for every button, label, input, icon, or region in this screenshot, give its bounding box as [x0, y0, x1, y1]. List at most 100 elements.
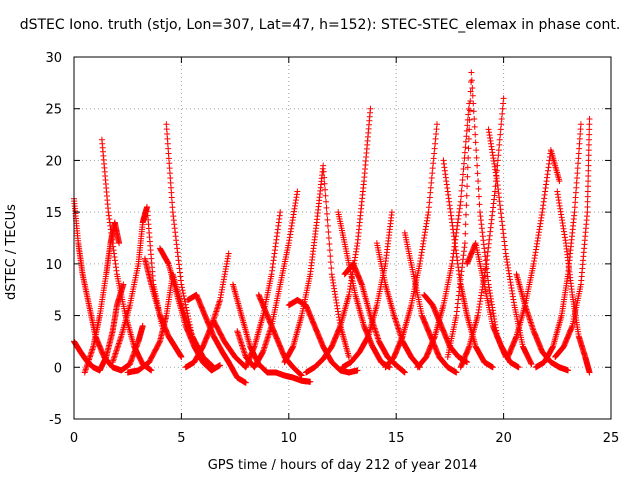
series-pass-12 — [210, 209, 284, 371]
data-point — [327, 253, 334, 260]
data-point — [584, 209, 591, 216]
data-point — [183, 304, 190, 311]
data-point — [277, 209, 284, 216]
y-tick-label: 20 — [45, 154, 62, 169]
data-point — [500, 100, 507, 107]
data-point — [496, 141, 503, 148]
data-point — [325, 228, 332, 235]
series-pass-31 — [485, 126, 535, 368]
axis-ticks: 0 5 10 15 20 25 -5 0 5 10 15 20 25 30 — [45, 51, 619, 446]
data-point — [434, 121, 441, 128]
data-point — [585, 172, 592, 179]
data-point — [180, 290, 187, 297]
data-point — [326, 241, 333, 248]
data-point — [585, 141, 592, 148]
data-point — [497, 126, 504, 133]
data-point — [474, 170, 481, 177]
data-point — [468, 69, 475, 76]
data-point — [463, 192, 470, 199]
data-point — [320, 168, 327, 175]
data-point — [320, 162, 327, 169]
x-tick-label: 20 — [495, 431, 512, 446]
data-point — [156, 339, 163, 346]
data-point — [367, 105, 374, 112]
data-point — [471, 116, 478, 123]
data-point — [586, 136, 593, 143]
series-pass-18 — [302, 105, 374, 376]
data-point — [178, 284, 185, 291]
data-point — [465, 106, 472, 113]
series-pass-14 — [234, 188, 301, 371]
data-point — [462, 144, 469, 151]
data-point — [585, 147, 592, 154]
y-tick-label: 0 — [54, 361, 62, 376]
series-pass-4 — [81, 219, 123, 376]
y-tick-label: 10 — [45, 258, 62, 273]
data-point — [148, 367, 155, 374]
data-point — [453, 369, 460, 376]
data-point — [499, 105, 506, 112]
data-point — [345, 353, 352, 360]
data-marks — [71, 69, 593, 386]
data-point — [325, 235, 332, 241]
data-point — [586, 131, 593, 138]
data-point — [474, 162, 481, 169]
data-point — [475, 185, 482, 192]
data-point — [139, 322, 146, 329]
data-point — [322, 192, 329, 199]
data-point — [354, 367, 361, 374]
data-point — [179, 287, 186, 294]
data-point — [464, 122, 471, 129]
data-point — [465, 111, 472, 118]
data-point — [586, 126, 593, 133]
data-point — [462, 138, 469, 145]
data-point — [457, 198, 464, 205]
data-point — [585, 178, 592, 185]
data-point — [460, 166, 467, 173]
data-point — [585, 157, 592, 164]
data-point — [500, 95, 507, 102]
data-point — [298, 372, 305, 379]
data-point — [464, 359, 471, 366]
series-pass-19 — [335, 209, 393, 371]
data-point — [499, 110, 506, 117]
y-tick-label: 25 — [45, 103, 62, 118]
data-point — [178, 281, 185, 288]
y-tick-label: 30 — [45, 51, 62, 66]
data-point — [186, 318, 193, 325]
data-point — [471, 123, 478, 130]
data-point — [324, 222, 331, 229]
data-point — [458, 193, 465, 200]
data-point — [225, 250, 232, 257]
data-point — [584, 203, 591, 210]
data-point — [327, 259, 334, 266]
data-point — [322, 186, 329, 193]
data-point — [584, 188, 591, 195]
y-tick-label: -5 — [49, 413, 62, 428]
data-point — [586, 121, 593, 128]
data-point — [472, 131, 479, 138]
data-point — [584, 198, 591, 205]
data-point — [460, 160, 467, 167]
data-point — [461, 149, 468, 156]
y-axis-label-wrap: dSTEC / TECUs — [2, 204, 32, 300]
data-point — [458, 187, 465, 194]
series-pass-34 — [532, 121, 584, 371]
data-point — [180, 293, 187, 300]
data-point — [585, 152, 592, 159]
data-point — [584, 193, 591, 200]
data-point — [217, 362, 224, 369]
data-point — [328, 265, 335, 272]
data-point — [476, 193, 483, 200]
data-point — [476, 201, 483, 208]
data-point — [178, 353, 185, 360]
data-point — [184, 313, 191, 320]
x-tick-label: 10 — [281, 431, 298, 446]
data-point — [184, 310, 191, 317]
data-point — [321, 180, 328, 187]
data-point — [323, 210, 330, 217]
data-point — [324, 216, 331, 223]
data-point — [463, 211, 470, 218]
data-point — [462, 230, 469, 237]
